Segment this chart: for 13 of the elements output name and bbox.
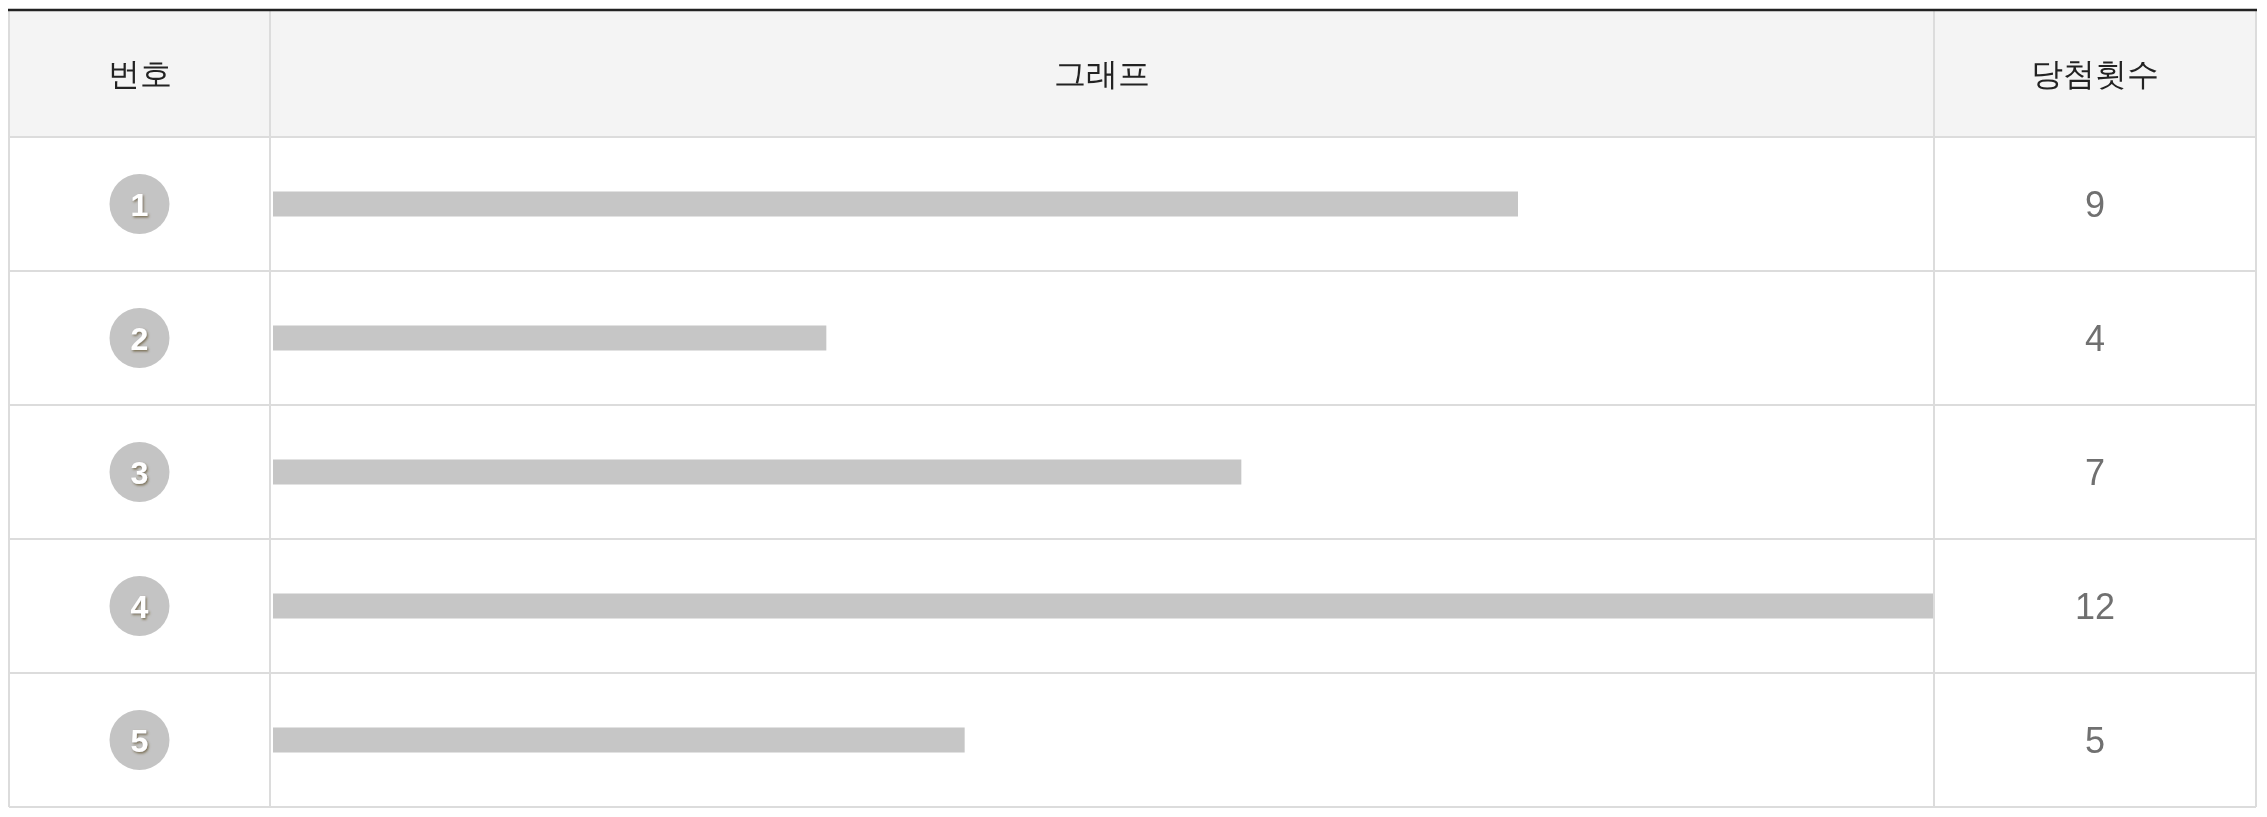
data-label: 12: [2075, 585, 2115, 627]
data-label: 9: [2085, 183, 2105, 225]
category-label: 4: [130, 589, 149, 625]
data-label: 5: [2085, 719, 2105, 761]
category-label: 5: [130, 723, 149, 759]
data-label: 4: [2085, 317, 2105, 359]
category-label: 3: [130, 455, 149, 491]
ylabel: 번호: [107, 56, 172, 92]
title: 그래프: [1054, 56, 1150, 92]
xlabel: 당첨횟수: [2031, 56, 2159, 92]
category-label: 2: [130, 321, 149, 357]
data-label: 7: [2085, 451, 2105, 493]
category-label: 1: [130, 187, 149, 223]
